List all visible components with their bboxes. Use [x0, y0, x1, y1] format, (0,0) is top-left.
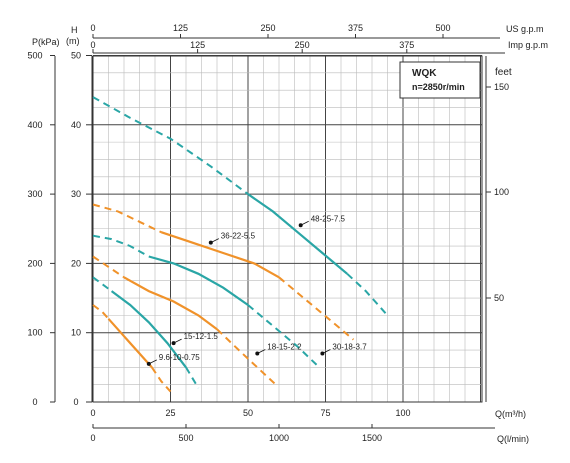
annotation-leader: [210, 238, 219, 243]
curve-dashed-start: [92, 234, 150, 258]
q-m3h-tick-label: 75: [320, 408, 330, 418]
curve-9.6-10-0.75: [92, 304, 172, 393]
imp-gpm-label: Imp g.p.m: [508, 40, 548, 50]
p-axis-tick-label: 300: [27, 189, 42, 199]
curve-solid: [110, 290, 187, 369]
q-lmin-tick-label: 0: [90, 433, 95, 443]
p-axis-tick-label: 400: [27, 120, 42, 130]
curve-solid: [247, 193, 348, 275]
feet-axis-tick-label: 150: [494, 82, 509, 92]
curve-dashed-start: [92, 255, 125, 279]
annotation-leader: [173, 338, 182, 344]
imp-gpm-tick-label: 0: [90, 40, 95, 50]
h-axis-tick-label: 50: [71, 51, 81, 61]
curve-dashed-end: [247, 304, 320, 369]
q-m3h-tick-label: 0: [90, 408, 95, 418]
annotation-label: 48-25-7.5: [311, 214, 346, 223]
annotation-leader: [257, 349, 266, 354]
curve-48-25-7.5: [92, 96, 389, 317]
q-lmin-label: Q(l/min): [497, 434, 529, 444]
curve-solid: [148, 255, 249, 306]
h-axis-tick-label: 40: [71, 120, 81, 130]
annotation-label: 30-18-3.7: [332, 342, 367, 351]
q-m3h-tick-label: 25: [165, 408, 175, 418]
curve-30-18-3.7: [92, 234, 320, 369]
curve-solid: [160, 231, 280, 279]
q-m3h-label: Q(m³/h): [495, 409, 526, 419]
imp-gpm-tick-label: 375: [399, 40, 414, 50]
curve-dashed-end: [346, 273, 389, 317]
h-axis-tick-label: 30: [71, 189, 81, 199]
h-axis-tick-label: 20: [71, 258, 81, 268]
curve-dashed-end: [278, 276, 355, 341]
h-axis-label-top: H: [71, 25, 78, 35]
q-lmin-tick-label: 1000: [269, 433, 289, 443]
us-gpm-tick-label: 0: [90, 23, 95, 33]
curve-15-12-1.5: [92, 276, 200, 389]
us-gpm-tick-label: 250: [260, 23, 275, 33]
us-gpm-label: US g.p.m: [506, 24, 544, 34]
imp-gpm-tick-label: 125: [190, 40, 205, 50]
curve-dashed-end: [185, 366, 200, 389]
model-box: WQK n=2850r/min: [399, 61, 481, 99]
curve-dashed-start: [92, 276, 113, 292]
annotation-label: 9.6-10-0.75: [159, 353, 200, 362]
p-axis-label: P(kPa): [32, 37, 60, 47]
curve-labels: 48-25-7.5 36-22-5.5 30-18-3.7 18-15-2.2 15-1…: [146, 214, 367, 366]
curve-solid: [107, 318, 153, 369]
feet-axis-tick-label: 50: [494, 293, 504, 303]
annotation-leader: [322, 349, 331, 354]
curve-dashed-end: [151, 366, 172, 393]
us-gpm-tick-label: 125: [173, 23, 188, 33]
annotation-leader: [148, 359, 157, 365]
curve-solid: [123, 276, 218, 331]
q-m3h-tick-label: 100: [395, 408, 410, 418]
h-axis-label-unit: (m): [66, 36, 80, 46]
model-box-frame: [399, 61, 481, 99]
q-m3h-tick-label: 50: [243, 408, 253, 418]
feet-axis-tick-label: 100: [494, 187, 509, 197]
curve-18-15-2.2: [92, 255, 277, 386]
p-axis-tick-label: 100: [27, 328, 42, 338]
annotation-label: 18-15-2.2: [267, 342, 302, 351]
p-axis-tick-label: 0: [32, 397, 37, 407]
p-axis-tick-label: 500: [27, 51, 42, 61]
feet-axis-label: feet: [495, 67, 512, 78]
annotation-label: 15-12-1.5: [184, 332, 219, 341]
q-lmin-tick-label: 500: [178, 433, 193, 443]
us-gpm-tick-label: 375: [348, 23, 363, 33]
q-lmin-tick-label: 1500: [362, 433, 382, 443]
curve-dashed-start: [92, 304, 110, 320]
annotation-leader: [300, 220, 309, 226]
pump-curves: [92, 96, 389, 393]
imp-gpm-tick-label: 250: [295, 40, 310, 50]
annotation-label: 36-22-5.5: [221, 232, 256, 241]
p-axis-tick-label: 200: [27, 258, 42, 268]
curve-dashed-end: [216, 328, 277, 386]
plot-frame: [92, 55, 483, 403]
model-box-line1: WQK: [412, 68, 437, 79]
curve-dashed-start: [92, 203, 162, 234]
curve-36-22-5.5: [92, 203, 355, 341]
curve-dashed-start: [92, 96, 249, 195]
h-axis-tick-label: 10: [71, 328, 81, 338]
h-axis-tick-label: 0: [73, 397, 78, 407]
us-gpm-tick-label: 500: [435, 23, 450, 33]
model-box-line2: n=2850r/min: [412, 82, 465, 92]
